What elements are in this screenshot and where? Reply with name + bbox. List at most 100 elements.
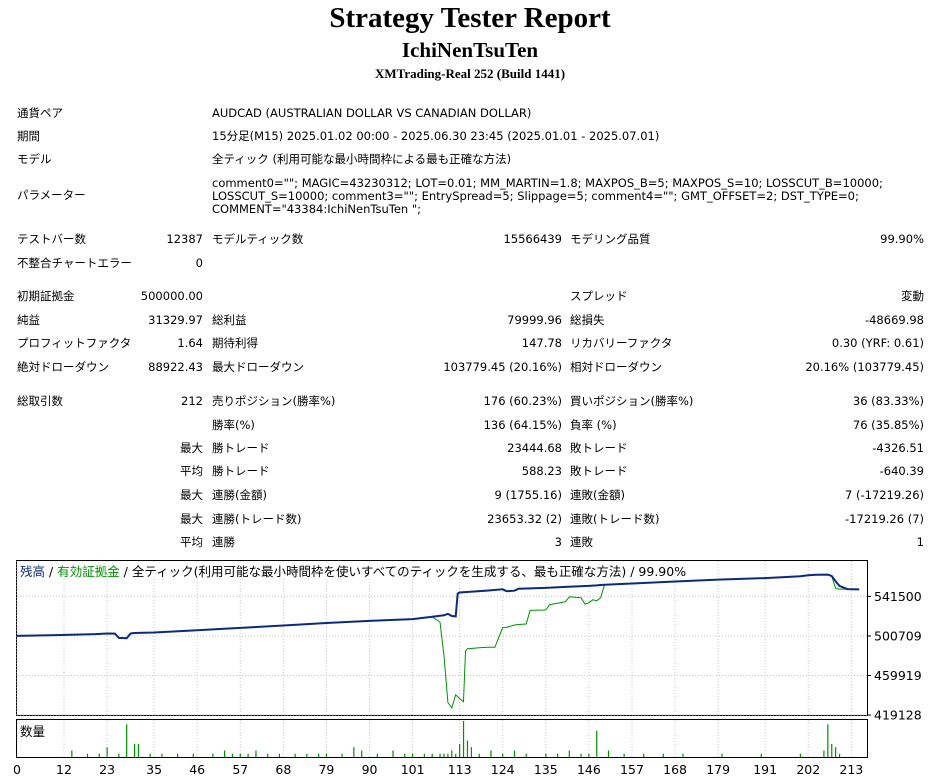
- consecutive-losses-money-value: 7 (-17219.26): [845, 488, 924, 502]
- long-positions-value: 36 (83.33%): [852, 394, 924, 408]
- maximal-drawdown-label: 最大ドローダウン: [212, 360, 304, 374]
- x-tick-label: 168: [663, 762, 687, 777]
- ticks-label: モデルティック数: [212, 232, 304, 246]
- average-win-value: 588.23: [521, 464, 562, 478]
- average-label-2: 平均: [180, 535, 203, 549]
- average-win-label: 勝トレード: [212, 464, 270, 478]
- spread-value: 変動: [901, 289, 924, 303]
- average-loss-value: -640.39: [879, 464, 924, 478]
- average-consecutive-wins-label: 連勝: [212, 535, 235, 549]
- bars-label: テストバー数: [17, 232, 86, 246]
- largest-loss-label: 敗トレード: [570, 441, 628, 455]
- x-tick-label: 12: [56, 762, 72, 777]
- model-value: 全ティック (利用可能な最小時間枠による最も正確な方法): [212, 152, 512, 166]
- x-tick-label: 46: [189, 762, 205, 777]
- relative-drawdown-value: 20.16% (103779.45): [805, 360, 924, 374]
- legend-equity: 有効証拠金: [57, 564, 120, 579]
- largest-loss-value: -4326.51: [872, 441, 924, 455]
- absolute-drawdown-label: 絶対ドローダウン: [17, 360, 109, 374]
- maximal-drawdown-value: 103779.45 (20.16%): [443, 360, 562, 374]
- loss-rate-value: 76 (35.85%): [852, 418, 924, 432]
- x-tick-label: 179: [706, 762, 730, 777]
- params-line-3: COMMENT="43384:IchiNenTsuTen ";: [212, 202, 422, 216]
- bars-value: 12387: [166, 232, 203, 246]
- x-tick-label: 90: [362, 762, 378, 777]
- params-label: パラメーター: [17, 188, 86, 202]
- legend-background: [18, 563, 674, 578]
- x-tick-label: 213: [839, 762, 863, 777]
- deposit-label: 初期証拠金: [17, 289, 75, 303]
- win-rate-label: 勝率(%): [212, 418, 255, 432]
- net-profit-value: 31329.97: [148, 313, 203, 327]
- quality-label: モデリング品質: [570, 232, 651, 246]
- expected-payoff-label: 期待利得: [212, 336, 258, 350]
- short-positions-label: 売りポジション(勝率%): [212, 394, 336, 408]
- average-consecutive-losses-value: 1: [916, 535, 924, 549]
- profit-factor-value: 1.64: [177, 336, 203, 350]
- period-value: 15分足(M15) 2025.01.02 00:00 - 2025.06.30 …: [212, 129, 660, 143]
- spread-label: スプレッド: [570, 289, 628, 303]
- consecutive-wins-trades-value: 23653.32 (2): [487, 512, 562, 526]
- profit-factor-label: プロフィットファクタ: [17, 336, 132, 350]
- expected-payoff-value: 147.78: [521, 336, 562, 350]
- consecutive-losses-money-label: 連敗(金額): [570, 488, 625, 502]
- x-tick-label: 57: [232, 762, 248, 777]
- consecutive-wins-trades-label: 連勝(トレード数): [212, 512, 302, 526]
- x-tick-label: 202: [796, 762, 820, 777]
- gross-profit-value: 79999.96: [507, 313, 562, 327]
- largest-label-2: 最大: [180, 488, 203, 502]
- largest-win-label: 勝トレード: [212, 441, 270, 455]
- legend-balance: 残高: [20, 564, 45, 579]
- expert-name: IchiNenTsuTen: [401, 38, 539, 62]
- volume-title: 数量: [20, 724, 45, 739]
- gross-loss-label: 総損失: [570, 313, 605, 327]
- y-tick-label: 541500: [874, 589, 922, 604]
- server-build: XMTrading-Real 252 (Build 1441): [374, 66, 566, 81]
- average-loss-label: 敗トレード: [570, 464, 628, 478]
- largest-label: 最大: [180, 441, 203, 455]
- y-tick-label: 500709: [874, 628, 922, 643]
- win-rate-value: 136 (64.15%): [483, 418, 562, 432]
- x-tick-label: 35: [146, 762, 162, 777]
- balance-chart: 残高 / 有効証拠金 / 全ティック(利用可能な最小時間枠を使いすべてのティック…: [13, 560, 922, 777]
- x-tick-label: 124: [491, 762, 515, 777]
- symbol-value: AUDCAD (AUSTRALIAN DOLLAR VS CANADIAN DO…: [212, 106, 532, 120]
- relative-drawdown-label: 相対ドローダウン: [570, 360, 662, 374]
- x-tick-label: 68: [275, 762, 291, 777]
- x-tick-label: 191: [753, 762, 777, 777]
- mismatch-value: 0: [195, 256, 203, 270]
- x-tick-label: 101: [401, 762, 425, 777]
- x-tick-label: 157: [620, 762, 644, 777]
- x-tick-label: 79: [318, 762, 334, 777]
- legend-description: 全ティック(利用可能な最小時間枠を使いすべてのティックを生成する、最も正確な方法…: [132, 564, 686, 579]
- recovery-factor-value: 0.30 (YRF: 0.61): [831, 336, 924, 350]
- absolute-drawdown-value: 88922.43: [148, 360, 203, 374]
- total-trades-value: 212: [181, 394, 203, 408]
- net-profit-label: 純益: [17, 313, 40, 327]
- long-positions-label: 買いポジション(勝率%): [570, 394, 694, 408]
- consecutive-losses-trades-label: 連敗(トレード数): [570, 512, 660, 526]
- gross-loss-value: -48669.98: [864, 313, 924, 327]
- loss-rate-label: 負率 (%): [570, 418, 617, 432]
- chart-legend: 残高 / 有効証拠金 / 全ティック(利用可能な最小時間枠を使いすべてのティック…: [20, 564, 686, 579]
- largest-win-value: 23444.68: [507, 441, 562, 455]
- y-tick-label: 419128: [874, 708, 922, 723]
- period-label: 期間: [17, 129, 40, 143]
- y-tick-label: 459919: [874, 668, 922, 683]
- symbol-label: 通貨ペア: [17, 106, 63, 120]
- x-tick-label: 135: [534, 762, 558, 777]
- params-line-2: LOSSCUT_S=10000; comment3=""; EntrySprea…: [212, 189, 859, 203]
- short-positions-value: 176 (60.23%): [483, 394, 562, 408]
- ticks-value: 15566439: [503, 232, 562, 246]
- x-tick-label: 23: [99, 762, 115, 777]
- x-tick-label: 0: [13, 762, 21, 777]
- volume-plot-frame: [16, 719, 868, 758]
- x-tick-label: 113: [448, 762, 472, 777]
- consecutive-wins-money-label: 連勝(金額): [212, 488, 267, 502]
- quality-value: 99.90%: [880, 232, 924, 246]
- x-tick-label: 146: [577, 762, 601, 777]
- recovery-factor-label: リカバリーファクタ: [570, 336, 673, 350]
- model-label: モデル: [17, 152, 52, 166]
- mismatch-label: 不整合チャートエラー: [17, 256, 132, 270]
- largest-label-3: 最大: [180, 512, 203, 526]
